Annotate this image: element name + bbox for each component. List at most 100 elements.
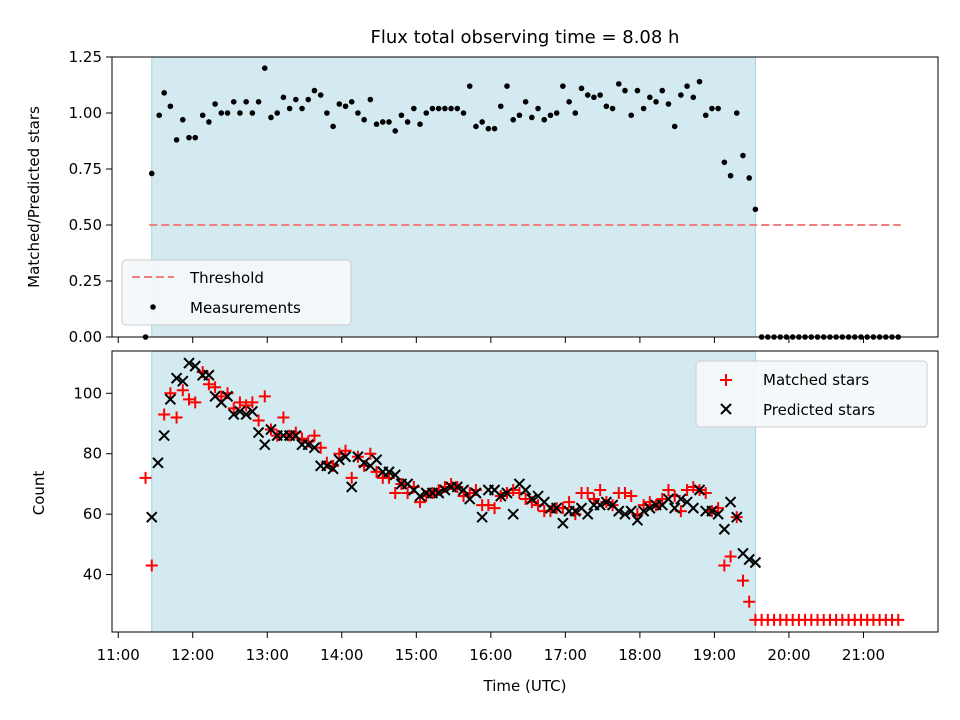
measurement-point bbox=[479, 119, 485, 125]
matched-star-point bbox=[618, 487, 631, 500]
measurement-point bbox=[237, 110, 243, 116]
matched-star-point bbox=[724, 550, 737, 563]
predicted-star-point bbox=[668, 502, 681, 514]
measurement-point bbox=[516, 112, 523, 119]
measurement-point bbox=[324, 110, 330, 116]
predicted-star-point bbox=[594, 499, 606, 511]
measurement-point bbox=[317, 92, 324, 98]
measurement-point bbox=[473, 123, 479, 130]
measurement-point bbox=[417, 121, 423, 127]
predicted-star-point bbox=[432, 487, 445, 499]
predicted-star-point bbox=[333, 454, 346, 466]
matched-star-point bbox=[414, 496, 427, 509]
matched-star-point bbox=[277, 411, 290, 424]
measurement-point bbox=[541, 116, 548, 123]
predicted-star-point bbox=[457, 484, 470, 496]
matched-star-point bbox=[662, 483, 675, 496]
chart-title: Flux total observing time = 8.08 h bbox=[371, 27, 680, 48]
measurement-point bbox=[398, 112, 405, 119]
measurement-point bbox=[180, 116, 186, 123]
predicted-star-point bbox=[749, 556, 762, 569]
x-tick-label: 13:00 bbox=[246, 646, 289, 664]
measurement-point bbox=[429, 105, 436, 112]
measurement-point bbox=[336, 101, 343, 107]
measurement-point bbox=[218, 110, 225, 116]
measurement-point bbox=[299, 105, 305, 112]
measurement-point bbox=[715, 105, 721, 112]
measurement-point bbox=[442, 105, 448, 112]
measurement-point bbox=[566, 99, 572, 105]
predicted-star-point bbox=[625, 505, 637, 517]
predicted-star-point bbox=[476, 511, 488, 523]
matched-star-point bbox=[736, 574, 749, 587]
legend-predicted-swatch bbox=[720, 403, 732, 415]
bottom-panel-frame bbox=[111, 350, 939, 633]
matched-star-point bbox=[233, 396, 246, 409]
measurement-point bbox=[192, 134, 199, 141]
measurement-point bbox=[206, 119, 212, 125]
predicted-star-point bbox=[439, 484, 451, 496]
matched-star-point bbox=[892, 613, 905, 626]
predicted-star-point bbox=[246, 405, 259, 418]
matched-star-point bbox=[681, 483, 694, 496]
x-tick-label: 15:00 bbox=[395, 646, 438, 664]
measurement-point bbox=[504, 83, 510, 89]
predicted-star-point bbox=[189, 360, 201, 372]
matched-star-point bbox=[308, 429, 321, 442]
measurement-point bbox=[615, 81, 622, 87]
predicted-star-point bbox=[582, 508, 594, 520]
predicted-star-point bbox=[507, 508, 519, 520]
legend-matched-label: Matched stars bbox=[763, 371, 869, 389]
measurement-point bbox=[435, 105, 442, 112]
x-tick-label: 11:00 bbox=[97, 646, 140, 664]
measurement-point bbox=[212, 101, 218, 107]
measurement-point bbox=[392, 128, 399, 134]
matched-star-point bbox=[656, 493, 669, 506]
predicted-star-point bbox=[252, 426, 265, 439]
measurement-point bbox=[665, 101, 672, 107]
x-axis-label: Time (UTC) bbox=[483, 677, 567, 695]
matched-star-point bbox=[339, 444, 352, 457]
measurement-point bbox=[454, 105, 461, 112]
predicted-star-point bbox=[613, 505, 625, 517]
predicted-star-point bbox=[158, 429, 170, 442]
measurement-point bbox=[578, 85, 585, 92]
top-y-tick-label: 0.00 bbox=[69, 328, 102, 346]
matched-star-point bbox=[139, 471, 152, 484]
measurement-point bbox=[386, 119, 392, 125]
predicted-star-point bbox=[339, 451, 352, 463]
matched-star-point bbox=[176, 384, 189, 397]
measurement-point bbox=[572, 110, 579, 116]
matched-star-point bbox=[370, 465, 383, 478]
matched-star-point bbox=[170, 411, 183, 424]
predicted-star-point bbox=[346, 481, 358, 493]
measurement-point bbox=[535, 105, 541, 112]
legend-measurements-swatch bbox=[150, 304, 156, 310]
measurement-point bbox=[361, 116, 367, 123]
measurement-point bbox=[740, 152, 746, 159]
top-panel: 0.00 0.25 0.50 0.75 1.00 1.25 Threshold Measure… bbox=[69, 48, 939, 346]
legend-predicted-label: Predicted stars bbox=[763, 401, 875, 419]
predicted-star-point bbox=[383, 466, 395, 478]
top-legend-box bbox=[121, 259, 352, 326]
predicted-star-point bbox=[600, 496, 613, 508]
measurement-point bbox=[529, 114, 535, 121]
matched-star-point bbox=[364, 447, 377, 460]
measurement-point bbox=[167, 103, 174, 110]
measurement-point bbox=[199, 112, 206, 119]
matched-star-point bbox=[252, 414, 265, 427]
measurement-point bbox=[305, 96, 312, 103]
measurement-point bbox=[659, 87, 666, 94]
predicted-star-point bbox=[228, 408, 240, 421]
measurement-point bbox=[510, 116, 516, 123]
top-y-tick-label: 0.75 bbox=[69, 160, 102, 178]
measurement-point bbox=[379, 119, 386, 125]
measurement-point bbox=[373, 121, 380, 127]
measurement-point bbox=[485, 125, 492, 132]
measurement-point bbox=[609, 105, 616, 112]
measurement-point bbox=[497, 103, 504, 110]
matched-star-point bbox=[488, 502, 501, 515]
predicted-star-point bbox=[550, 502, 563, 514]
matched-star-point bbox=[314, 441, 327, 454]
measurement-point bbox=[148, 170, 155, 177]
